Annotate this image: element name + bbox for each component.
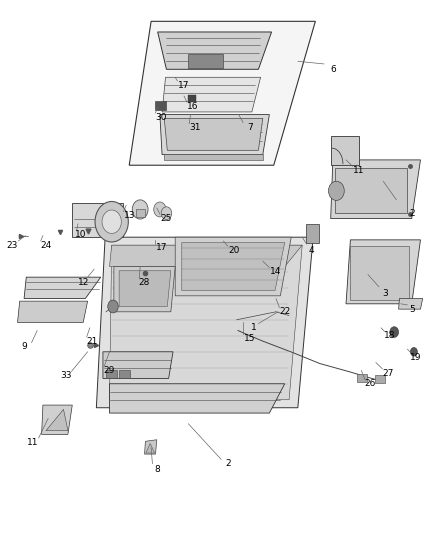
Text: 5: 5 (409, 305, 415, 313)
Text: 12: 12 (78, 278, 89, 287)
Polygon shape (164, 118, 263, 150)
Text: 4: 4 (308, 246, 314, 255)
Polygon shape (103, 352, 173, 378)
Polygon shape (110, 245, 302, 266)
Polygon shape (346, 240, 420, 304)
Polygon shape (160, 115, 269, 155)
Polygon shape (162, 77, 261, 112)
Bar (164, 154, 263, 160)
Polygon shape (129, 21, 315, 165)
Bar (375, 375, 385, 383)
Bar (106, 370, 117, 378)
Circle shape (161, 207, 172, 220)
Text: 13: 13 (124, 212, 135, 220)
Polygon shape (96, 237, 313, 408)
Polygon shape (42, 405, 72, 434)
Text: 21: 21 (86, 337, 98, 345)
Text: 3: 3 (382, 289, 389, 297)
Bar (335, 168, 407, 213)
Polygon shape (119, 271, 171, 306)
Text: 20: 20 (229, 246, 240, 255)
Bar (119, 370, 130, 378)
Circle shape (410, 348, 417, 356)
Polygon shape (18, 301, 88, 322)
Text: 1: 1 (251, 324, 257, 332)
Text: 16: 16 (187, 102, 198, 111)
Polygon shape (331, 160, 420, 219)
Bar (306, 224, 319, 243)
Text: 25: 25 (161, 214, 172, 223)
Polygon shape (193, 253, 280, 266)
Text: 19: 19 (410, 353, 422, 361)
Text: 33: 33 (60, 372, 71, 380)
Text: 18: 18 (384, 332, 396, 340)
Bar (188, 54, 223, 68)
Circle shape (95, 201, 128, 242)
Polygon shape (175, 237, 291, 296)
Text: 28: 28 (139, 278, 150, 287)
Circle shape (390, 327, 399, 337)
Text: 22: 22 (279, 308, 290, 316)
Bar (155, 101, 166, 110)
Bar (72, 203, 123, 237)
Text: 2: 2 (225, 459, 230, 468)
Text: 15: 15 (244, 334, 255, 343)
Circle shape (154, 202, 166, 217)
Text: 2: 2 (409, 209, 414, 217)
Polygon shape (46, 409, 68, 431)
Circle shape (328, 181, 344, 200)
Circle shape (102, 210, 121, 233)
Polygon shape (110, 384, 285, 413)
Text: 7: 7 (247, 124, 253, 132)
Text: 10: 10 (75, 230, 87, 239)
Text: 23: 23 (7, 241, 18, 249)
Circle shape (132, 200, 148, 219)
Text: 27: 27 (382, 369, 393, 377)
Bar (350, 246, 409, 300)
Text: 26: 26 (364, 379, 376, 388)
Text: 29: 29 (104, 366, 115, 375)
Polygon shape (182, 243, 285, 290)
Text: 24: 24 (40, 241, 52, 249)
Text: 31: 31 (189, 124, 201, 132)
Polygon shape (145, 440, 157, 454)
Text: 11: 11 (27, 438, 39, 447)
Polygon shape (331, 136, 359, 165)
Polygon shape (24, 277, 101, 298)
Polygon shape (114, 266, 175, 312)
Text: 17: 17 (178, 81, 190, 90)
Text: 9: 9 (21, 342, 27, 351)
Polygon shape (110, 245, 302, 400)
Bar (357, 374, 367, 382)
Polygon shape (399, 298, 423, 309)
Text: 30: 30 (155, 113, 166, 122)
Bar (188, 95, 196, 102)
Text: 8: 8 (155, 465, 161, 473)
Circle shape (108, 300, 118, 313)
Text: 11: 11 (353, 166, 365, 175)
Text: 14: 14 (270, 268, 282, 276)
Text: 6: 6 (330, 65, 336, 74)
Bar (136, 209, 145, 217)
Polygon shape (158, 32, 272, 69)
Polygon shape (146, 443, 155, 453)
Text: 17: 17 (156, 244, 168, 252)
